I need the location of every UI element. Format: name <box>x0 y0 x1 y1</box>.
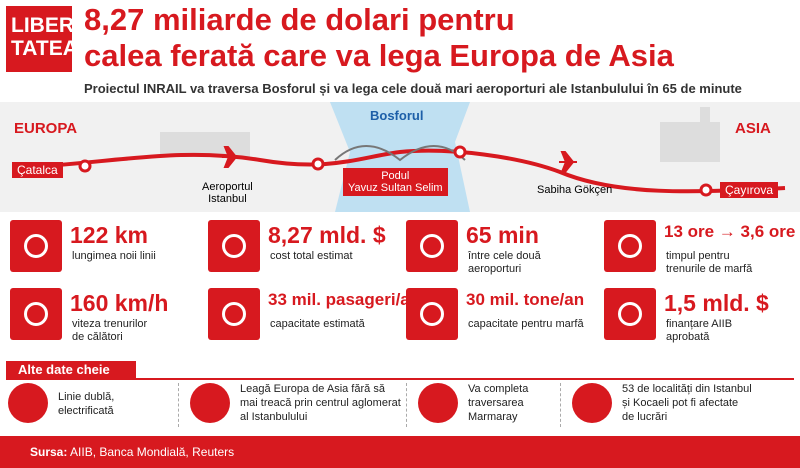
source-label: Sursa: <box>30 445 68 459</box>
fact-line: electrificată <box>58 405 114 417</box>
logo-line: TATEA <box>11 37 78 60</box>
bridge <box>334 145 466 162</box>
footer: Sursa: AIIB, Banca Mondială, Reuters <box>0 436 800 468</box>
stat-value: 1,5 mld. $ <box>664 290 769 316</box>
station-line: Aeroportul <box>202 181 253 193</box>
stat-label: finanțare AIIB <box>666 318 733 330</box>
fact-line: Marmaray <box>468 411 518 423</box>
fact-icon <box>190 383 230 423</box>
fact-line: mai treacă prin centrul aglomerat <box>240 397 401 409</box>
subtitle: Proiectul INRAIL va traversa Bosforul și… <box>84 81 742 96</box>
fact-line: al Istanbulului <box>240 411 308 423</box>
stat-label: viteza trenurilor <box>72 318 148 330</box>
region-label: ASIA <box>735 120 771 137</box>
stat-value: 13 ore → 3,6 ore <box>664 222 796 241</box>
stat-label: cost total estimat <box>270 250 353 262</box>
station-label: Aeroportul Istanbul <box>202 181 253 205</box>
stat-value: 65 min <box>466 222 539 248</box>
station-line: Podul <box>381 170 410 182</box>
strait-label: Bosforul <box>370 108 424 123</box>
fact-line: 53 de localități din Istanbul <box>622 383 752 395</box>
stat-label: timpul pentru <box>666 250 730 262</box>
fact-line: Va completa <box>468 383 529 395</box>
stat-label: lungimea noii linii <box>72 250 156 262</box>
fact-divider <box>178 383 179 427</box>
stat-value: 8,27 mld. $ <box>268 222 386 248</box>
station-line: Yavuz Sultan Selim <box>348 182 443 194</box>
stat-label: aeroporturi <box>468 263 522 275</box>
stops <box>78 145 713 197</box>
stat-value: 33 mil. pasageri/an <box>268 290 421 309</box>
stat-icon-glyph <box>222 302 246 326</box>
fact-icon <box>418 383 458 423</box>
fact-divider <box>560 383 561 427</box>
stat-value: 122 km <box>70 222 149 248</box>
plane-icon <box>559 151 577 173</box>
stat-icon-glyph <box>222 234 246 258</box>
bridge-label: Podul Yavuz Sultan Selim <box>343 168 448 196</box>
section-title: Alte date cheie <box>6 361 136 379</box>
stat-icon-glyph <box>24 234 48 258</box>
fact-icon <box>8 383 48 423</box>
fact-line: de lucrări <box>622 411 668 423</box>
divider <box>6 378 794 380</box>
fact-icon <box>572 383 612 423</box>
stat-label: capacitate estimată <box>270 318 365 330</box>
stat-label: trenurile de marfă <box>666 263 753 275</box>
fact-divider <box>406 383 407 427</box>
fact-line: și Kocaeli pot fi afectate <box>622 397 739 409</box>
stat-icon-glyph <box>618 234 642 258</box>
title: 8,27 miliarde de dolari pentru calea fer… <box>84 2 674 74</box>
station-line: Istanbul <box>208 193 247 205</box>
skyline <box>160 107 720 162</box>
stat-value: 30 mil. tone/an <box>466 290 585 309</box>
stat-value: 160 km/h <box>70 290 169 316</box>
region-label: EUROPA <box>14 120 78 137</box>
stat-label: aprobată <box>666 331 710 343</box>
logo-text: LIBER TATEA <box>11 14 78 60</box>
title-line: 8,27 miliarde de dolari pentru <box>84 2 515 37</box>
plane-icon <box>222 146 240 168</box>
station-label: Çatalca <box>12 162 63 178</box>
fact-line: Leagă Europa de Asia fără să <box>240 383 385 395</box>
source-text: AIIB, Banca Mondială, Reuters <box>70 445 235 459</box>
stat-icon-glyph <box>420 302 444 326</box>
station-label: Çayırova <box>720 182 779 198</box>
stat-icon-glyph <box>618 302 642 326</box>
railway <box>17 148 786 194</box>
fact-line: Linie dublă, <box>58 391 115 403</box>
stat-icon-glyph <box>420 234 444 258</box>
stat-label: capacitate pentru marfă <box>468 318 584 330</box>
stat-label: între cele două <box>468 250 541 262</box>
stat-icon-glyph <box>24 302 48 326</box>
fact-line: traversarea <box>468 397 524 409</box>
logo-line: LIBER <box>11 14 74 37</box>
logo: LIBER TATEA <box>6 6 78 72</box>
station-label: Sabiha Gökçen <box>537 184 613 196</box>
title-line: calea ferată care va lega Europa de Asia <box>84 38 674 73</box>
stat-label: de călători <box>72 331 123 343</box>
